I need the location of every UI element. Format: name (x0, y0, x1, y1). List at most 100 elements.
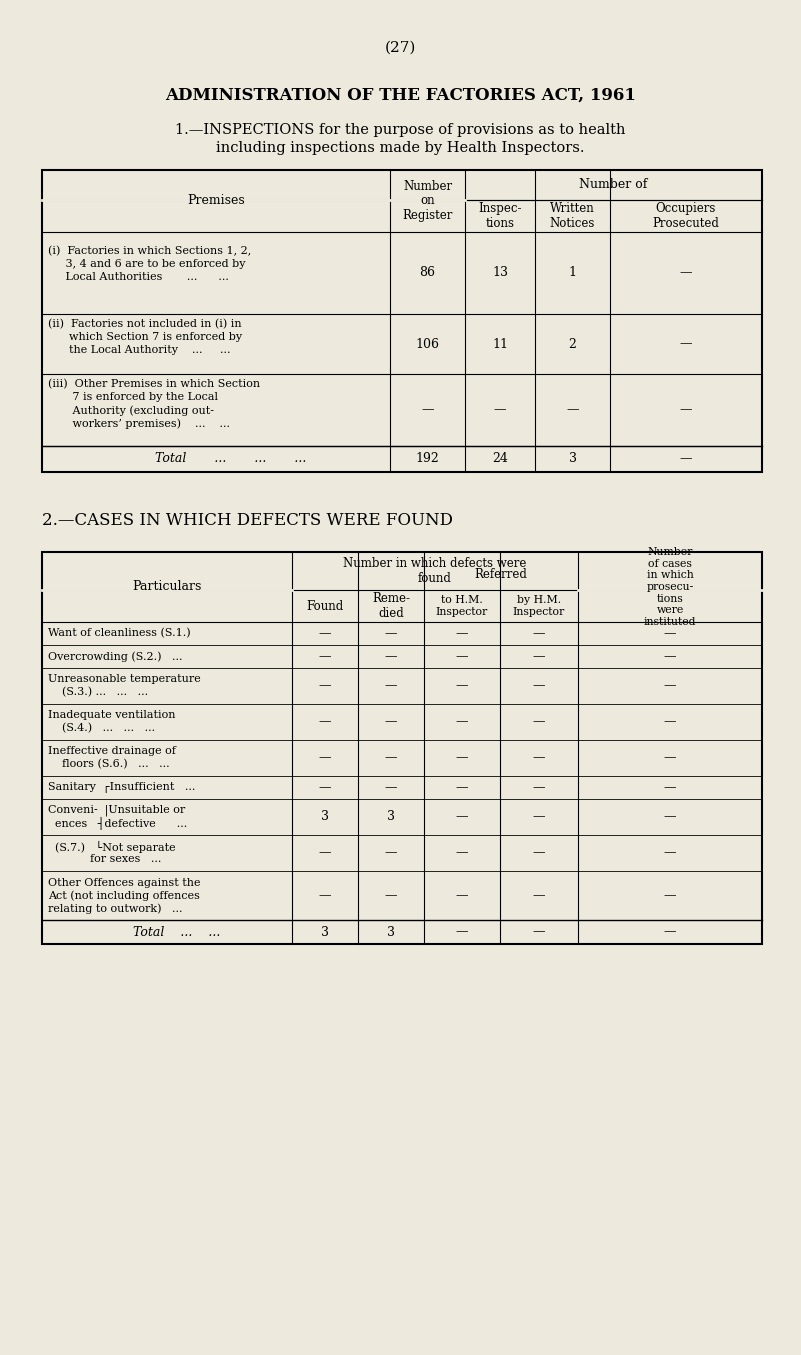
Text: —: — (456, 752, 469, 764)
Text: ADMINISTRATION OF THE FACTORIES ACT, 1961: ADMINISTRATION OF THE FACTORIES ACT, 196… (165, 87, 636, 103)
Text: —: — (664, 650, 676, 663)
Text: —: — (384, 889, 397, 902)
Text: —: — (319, 627, 332, 640)
Text: —: — (680, 267, 692, 279)
Text: —: — (664, 889, 676, 902)
Text: (i)  Factories in which Sections 1, 2,: (i) Factories in which Sections 1, 2, (48, 247, 252, 256)
Text: Sanitary  ┌Insufficient   ...: Sanitary ┌Insufficient ... (48, 782, 195, 793)
Text: which Section 7 is enforced by: which Section 7 is enforced by (48, 332, 242, 341)
Text: floors (S.6.)   ...   ...: floors (S.6.) ... ... (48, 759, 170, 770)
Text: Found: Found (306, 599, 344, 612)
Text: workers’ premises)    ...    ...: workers’ premises) ... ... (48, 417, 230, 428)
Text: —: — (384, 627, 397, 640)
Text: 2: 2 (569, 337, 577, 351)
Text: Reme-
died: Reme- died (372, 592, 410, 621)
Text: —: — (533, 650, 545, 663)
Text: 24: 24 (492, 453, 508, 466)
Text: —: — (384, 847, 397, 859)
Text: —: — (319, 780, 332, 794)
Text: —: — (384, 715, 397, 729)
Text: —: — (664, 780, 676, 794)
Text: —: — (421, 404, 434, 416)
Text: —: — (533, 889, 545, 902)
Text: —: — (319, 650, 332, 663)
Text: 3: 3 (569, 453, 577, 466)
Text: (27): (27) (384, 41, 417, 56)
Text: Written
Notices: Written Notices (549, 202, 595, 230)
Text: including inspections made by Health Inspectors.: including inspections made by Health Ins… (216, 141, 585, 154)
Text: Want of cleanliness (S.1.): Want of cleanliness (S.1.) (48, 629, 191, 638)
Text: —: — (680, 337, 692, 351)
Text: Referred: Referred (474, 569, 527, 581)
Text: —: — (680, 404, 692, 416)
Text: —: — (533, 679, 545, 692)
Text: —: — (533, 810, 545, 824)
Text: —: — (456, 889, 469, 902)
Text: —: — (456, 925, 469, 939)
Text: —: — (319, 889, 332, 902)
Text: —: — (456, 627, 469, 640)
Text: Total       ...       ...       ...: Total ... ... ... (155, 453, 307, 466)
Text: for sexes   ...: for sexes ... (48, 855, 161, 864)
Text: —: — (456, 715, 469, 729)
Text: —: — (319, 847, 332, 859)
Text: —: — (664, 925, 676, 939)
Text: Number in which defects were
found: Number in which defects were found (344, 557, 527, 585)
Text: —: — (664, 679, 676, 692)
Text: the Local Authority    ...     ...: the Local Authority ... ... (48, 346, 231, 355)
Text: —: — (533, 925, 545, 939)
Text: (S.7.)   └Not separate: (S.7.) └Not separate (48, 840, 175, 852)
Text: —: — (493, 404, 506, 416)
Text: 192: 192 (416, 453, 440, 466)
Text: —: — (533, 715, 545, 729)
Text: Inadequate ventilation: Inadequate ventilation (48, 710, 175, 721)
Text: —: — (319, 679, 332, 692)
Text: Conveni-  |Unsuitable or: Conveni- |Unsuitable or (48, 805, 185, 816)
Text: 3: 3 (321, 925, 329, 939)
Text: —: — (533, 847, 545, 859)
Text: to H.M.
Inspector: to H.M. Inspector (436, 595, 488, 617)
Text: Total    ...    ...: Total ... ... (133, 925, 221, 939)
Text: 3: 3 (387, 810, 395, 824)
Text: —: — (456, 650, 469, 663)
Text: Inspec-
tions: Inspec- tions (478, 202, 521, 230)
Text: 13: 13 (492, 267, 508, 279)
Text: 2.—CASES IN WHICH DEFECTS WERE FOUND: 2.—CASES IN WHICH DEFECTS WERE FOUND (42, 512, 453, 528)
Text: 3: 3 (387, 925, 395, 939)
Text: by H.M.
Inspector: by H.M. Inspector (513, 595, 566, 617)
Text: —: — (664, 627, 676, 640)
Text: Particulars: Particulars (132, 580, 202, 593)
Text: —: — (680, 453, 692, 466)
Text: 7 is enforced by the Local: 7 is enforced by the Local (48, 392, 218, 402)
Text: (S.4.)   ...   ...   ...: (S.4.) ... ... ... (48, 724, 155, 733)
Text: —: — (319, 752, 332, 764)
Text: relating to outwork)   ...: relating to outwork) ... (48, 904, 183, 913)
Bar (42, 169, 762, 472)
Text: 1.—INSPECTIONS for the purpose of provisions as to health: 1.—INSPECTIONS for the purpose of provis… (175, 123, 626, 137)
Text: Premises: Premises (187, 195, 245, 207)
Text: 3: 3 (321, 810, 329, 824)
Text: (ii)  Factories not included in (i) in: (ii) Factories not included in (i) in (48, 318, 242, 329)
Text: 3, 4 and 6 are to be enforced by: 3, 4 and 6 are to be enforced by (48, 259, 245, 270)
Text: —: — (533, 780, 545, 794)
Text: —: — (664, 715, 676, 729)
Text: —: — (566, 404, 579, 416)
Text: Ineffective drainage of: Ineffective drainage of (48, 747, 176, 756)
Bar (42, 551, 762, 944)
Text: —: — (384, 679, 397, 692)
Text: —: — (384, 650, 397, 663)
Text: —: — (664, 847, 676, 859)
Text: Other Offences against the: Other Offences against the (48, 878, 200, 888)
Text: 106: 106 (416, 337, 440, 351)
Text: Occupiers
Prosecuted: Occupiers Prosecuted (653, 202, 719, 230)
Text: Overcrowding (S.2.)   ...: Overcrowding (S.2.) ... (48, 652, 183, 661)
Text: Local Authorities       ...      ...: Local Authorities ... ... (48, 272, 229, 282)
Text: —: — (384, 780, 397, 794)
Text: (S.3.) ...   ...   ...: (S.3.) ... ... ... (48, 687, 148, 698)
Text: ences   ┤defective      ...: ences ┤defective ... (48, 817, 187, 831)
Text: —: — (664, 752, 676, 764)
Text: Number
of cases
in which
prosecu-
tions
were
instituted: Number of cases in which prosecu- tions … (644, 547, 696, 627)
Text: (iii)  Other Premises in which Section: (iii) Other Premises in which Section (48, 379, 260, 389)
Text: —: — (456, 847, 469, 859)
Text: 1: 1 (569, 267, 577, 279)
